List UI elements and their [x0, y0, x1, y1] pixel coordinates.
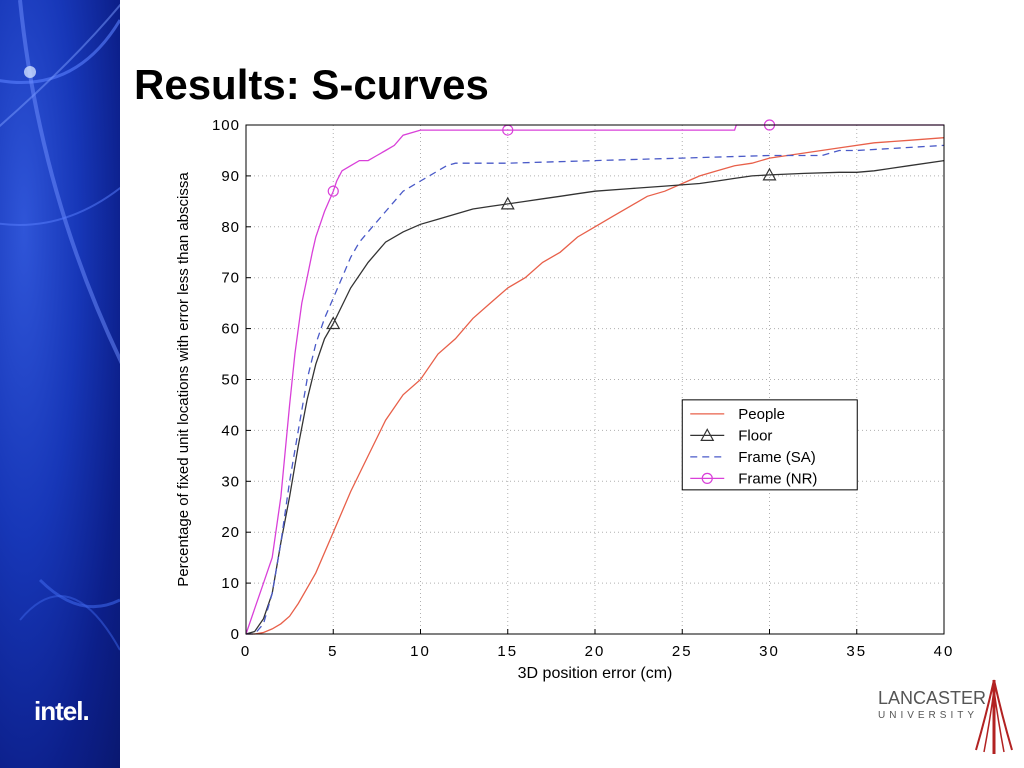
chart-grid	[245, 124, 945, 635]
sidebar-panel: intel.	[0, 0, 120, 768]
slide-title: Results: S-curves	[134, 61, 489, 108]
series-line-floor	[245, 159, 945, 635]
intel-logo: intel.	[34, 696, 90, 726]
sidebar-arc-pattern	[0, 0, 120, 651]
legend-label-people: People	[738, 406, 785, 423]
x-axis-label: 3D position error (cm)	[518, 665, 673, 682]
series-line-people	[246, 137, 945, 635]
chart-legend: People Floor Frame (SA) Frame (NR)	[681, 399, 858, 491]
y-tick-label: 50	[221, 372, 240, 389]
legend-marker-floor	[700, 428, 715, 441]
legend-label-frame-sa: Frame (SA)	[738, 449, 816, 466]
y-tick-label: 30	[221, 473, 240, 490]
y-axis-label: Percentage of fixed unit locations with …	[175, 172, 192, 587]
y-tick-label: 20	[221, 524, 240, 541]
x-tick-label: 40	[934, 643, 955, 660]
y-tick-label: 70	[221, 270, 240, 287]
series-line-frame-sa	[246, 144, 945, 635]
y-tick-label: 100	[212, 117, 240, 134]
lancaster-emblem-icon	[975, 679, 1013, 754]
legend-label-frame-nr: Frame (NR)	[738, 470, 817, 487]
legend-marker-frame-nr	[701, 472, 713, 484]
lancaster-name: LANCASTER	[878, 688, 987, 708]
y-tick-label: 90	[221, 168, 240, 185]
y-tick-label: 40	[221, 422, 240, 439]
x-tick-label: 25	[672, 643, 693, 660]
x-tick-label: 15	[497, 643, 518, 660]
x-tick-label: 35	[846, 643, 867, 660]
chart-axes: 0 5 10 15 20 25 30 35 40 0 10 20 30 40 50 60 70 80 90 100	[212, 117, 955, 660]
x-tick-label: 10	[410, 643, 431, 660]
y-tick-label: 0	[231, 626, 240, 643]
series-marker-floor	[326, 316, 341, 330]
lancaster-university-logo: LANCASTER UNIVERSITY	[874, 676, 1019, 756]
x-tick-label: 5	[328, 643, 338, 660]
legend-label-floor: Floor	[738, 427, 772, 444]
lancaster-subtitle: UNIVERSITY	[878, 710, 979, 721]
series-marker-floor	[500, 196, 515, 210]
x-tick-label: 30	[759, 643, 780, 660]
y-tick-label: 80	[221, 219, 240, 236]
x-tick-label: 0	[241, 643, 251, 660]
s-curve-chart: 0 5 10 15 20 25 30 35 40 0 10 20 30 40 50 60 70 80 90 100 3…	[175, 117, 955, 682]
x-tick-label: 20	[585, 643, 606, 660]
series-marker-floor	[762, 167, 777, 181]
y-tick-label: 10	[221, 575, 240, 592]
series-line-frame-nr	[245, 124, 944, 635]
y-tick-label: 60	[221, 321, 240, 338]
series-marker-frame-nr	[327, 185, 339, 197]
